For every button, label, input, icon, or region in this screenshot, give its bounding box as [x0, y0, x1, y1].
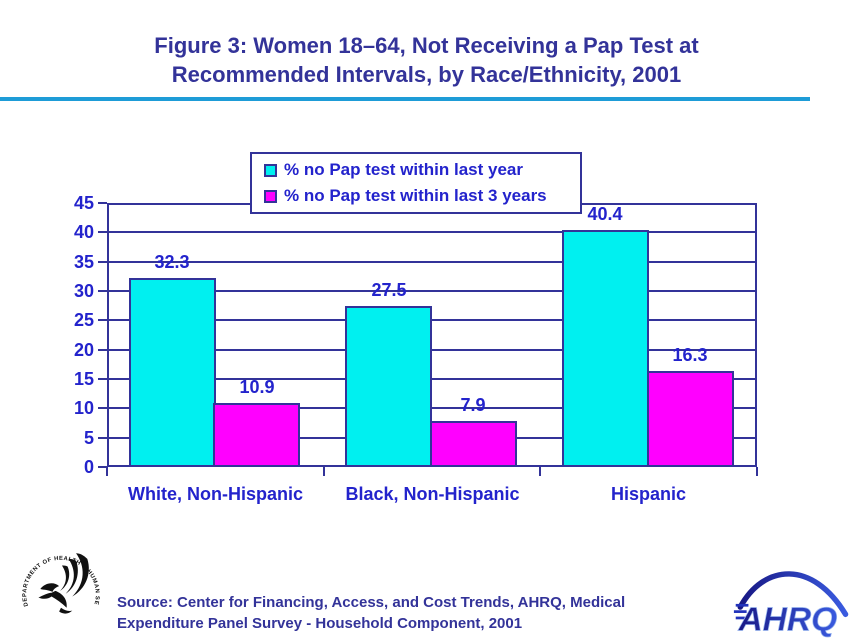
y-axis-tick [98, 231, 107, 233]
cyan-legend-swatch-icon [264, 163, 277, 177]
y-gridline [107, 349, 757, 351]
chart-legend: % no Pap test within last year % no Pap t… [250, 152, 582, 214]
x-axis-tick [756, 467, 758, 476]
y-axis-tick-label: 15 [73, 369, 94, 389]
bar-last-year [562, 230, 649, 467]
bar-last-3-years [430, 421, 517, 467]
y-gridline [107, 261, 757, 263]
source-note: Source: Center for Financing, Access, an… [117, 592, 717, 634]
y-axis-tick-label: 5 [83, 428, 94, 448]
ahrq-logo-icon: AHRQ [733, 571, 849, 638]
y-gridline [107, 378, 757, 380]
bar-last-3-years [647, 371, 734, 467]
bar-value-label: 16.3 [672, 345, 708, 365]
y-gridline [107, 290, 757, 292]
legend-label: % no Pap test within last year [284, 160, 524, 179]
title-underline-rule [0, 97, 810, 101]
bar-last-year [129, 278, 216, 467]
y-axis-tick-label: 30 [73, 281, 94, 301]
magenta-legend-swatch-icon [264, 189, 277, 203]
bar-value-label: 40.4 [587, 204, 623, 224]
y-axis-tick [98, 378, 107, 380]
y-gridline [107, 407, 757, 409]
bar-value-label: 7.9 [460, 395, 486, 415]
y-axis-tick-label: 10 [73, 398, 94, 418]
bar-last-3-years [213, 403, 300, 467]
legend-item: % no Pap test within last year [264, 157, 580, 183]
x-category-label: Hispanic [610, 484, 687, 504]
y-axis-tick [98, 319, 107, 321]
y-axis-tick [98, 290, 107, 292]
y-axis-tick-label: 0 [83, 457, 94, 477]
y-gridline [107, 231, 757, 233]
x-axis-tick [323, 467, 325, 476]
y-axis-tick-label: 40 [73, 222, 94, 242]
figure-title: Figure 3: Women 18–64, Not Receiving a P… [0, 31, 853, 89]
y-axis-tick [98, 437, 107, 439]
y-axis-tick [98, 466, 107, 468]
x-category-label: Black, Non-Hispanic [345, 484, 520, 504]
bar-last-year [345, 306, 432, 467]
y-axis-tick-label: 25 [73, 310, 94, 330]
figure-title-line1: Figure 3: Women 18–64, Not Receiving a P… [154, 33, 699, 58]
bar-value-label: 10.9 [239, 377, 275, 397]
y-axis-tick-label: 35 [73, 252, 94, 272]
legend-item: % no Pap test within last 3 years [264, 183, 580, 209]
source-line2: Expenditure Panel Survey - Household Com… [117, 615, 523, 632]
x-category-label: White, Non-Hispanic [128, 484, 303, 504]
source-line1: Source: Center for Financing, Access, an… [117, 594, 626, 611]
hhs-department-seal-icon: DEPARTMENT OF HEALTH & HUMAN SERVICES·US… [14, 542, 99, 614]
x-axis-tick [539, 467, 541, 476]
y-axis-tick-label: 45 [73, 193, 94, 213]
bar-value-label: 27.5 [371, 280, 407, 300]
y-axis-tick [98, 349, 107, 351]
y-axis-tick [98, 202, 107, 204]
y-gridline [107, 319, 757, 321]
bar-value-label: 32.3 [154, 252, 190, 272]
y-axis-tick-label: 20 [73, 340, 94, 360]
legend-label: % no Pap test within last 3 years [284, 186, 547, 205]
figure-title-line2: Recommended Intervals, by Race/Ethnicity… [171, 62, 682, 87]
ahrq-logo-text: AHRQ [737, 602, 837, 638]
y-axis-tick [98, 261, 107, 263]
y-axis-tick [98, 407, 107, 409]
x-axis-tick [106, 467, 108, 476]
